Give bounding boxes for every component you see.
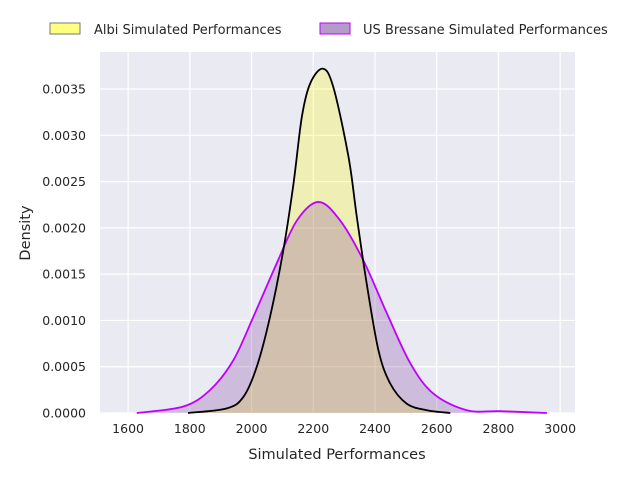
y-tick-label: 0.0035 <box>42 82 86 97</box>
grid <box>100 52 575 414</box>
legend-label-albi: Albi Simulated Performances <box>94 23 282 38</box>
x-tick-label: 2000 <box>236 421 268 436</box>
y-tick-label: 0.0005 <box>42 359 86 374</box>
density-fill-albi <box>187 68 451 414</box>
y-tick-label: 0.0030 <box>42 128 86 143</box>
legend-label-bressane: US Bressane Simulated Performances <box>363 23 608 38</box>
x-tick-label: 2400 <box>359 421 391 436</box>
legend: Albi Simulated Performances US Bressane … <box>49 22 608 38</box>
legend-patch-bressane <box>319 22 351 35</box>
tick-labels: 1600 1800 2000 2200 2400 2600 2800 3000 0.0000 0.… <box>42 82 576 436</box>
legend-patch-albi <box>49 22 81 35</box>
x-tick-label: 1600 <box>112 421 144 436</box>
y-tick-label: 0.0020 <box>42 220 86 235</box>
y-tick-label: 0.0015 <box>42 267 86 282</box>
x-axis-label: Simulated Performances <box>248 447 425 463</box>
density-line-bressane <box>136 201 547 414</box>
plot-area <box>100 52 575 413</box>
x-tick-label: 2600 <box>421 421 453 436</box>
x-tick-label: 2800 <box>483 421 515 436</box>
x-tick-label: 1800 <box>174 421 206 436</box>
density-line-albi <box>187 67 451 414</box>
density-fill-bressane <box>136 201 547 413</box>
density-areas <box>136 67 547 414</box>
y-tick-label: 0.0000 <box>42 406 86 421</box>
y-tick-label: 0.0025 <box>42 174 86 189</box>
x-tick-label: 2200 <box>297 421 329 436</box>
y-tick-label: 0.0010 <box>42 313 86 328</box>
y-axis-label: Density <box>18 205 34 261</box>
x-tick-label: 3000 <box>544 421 576 436</box>
